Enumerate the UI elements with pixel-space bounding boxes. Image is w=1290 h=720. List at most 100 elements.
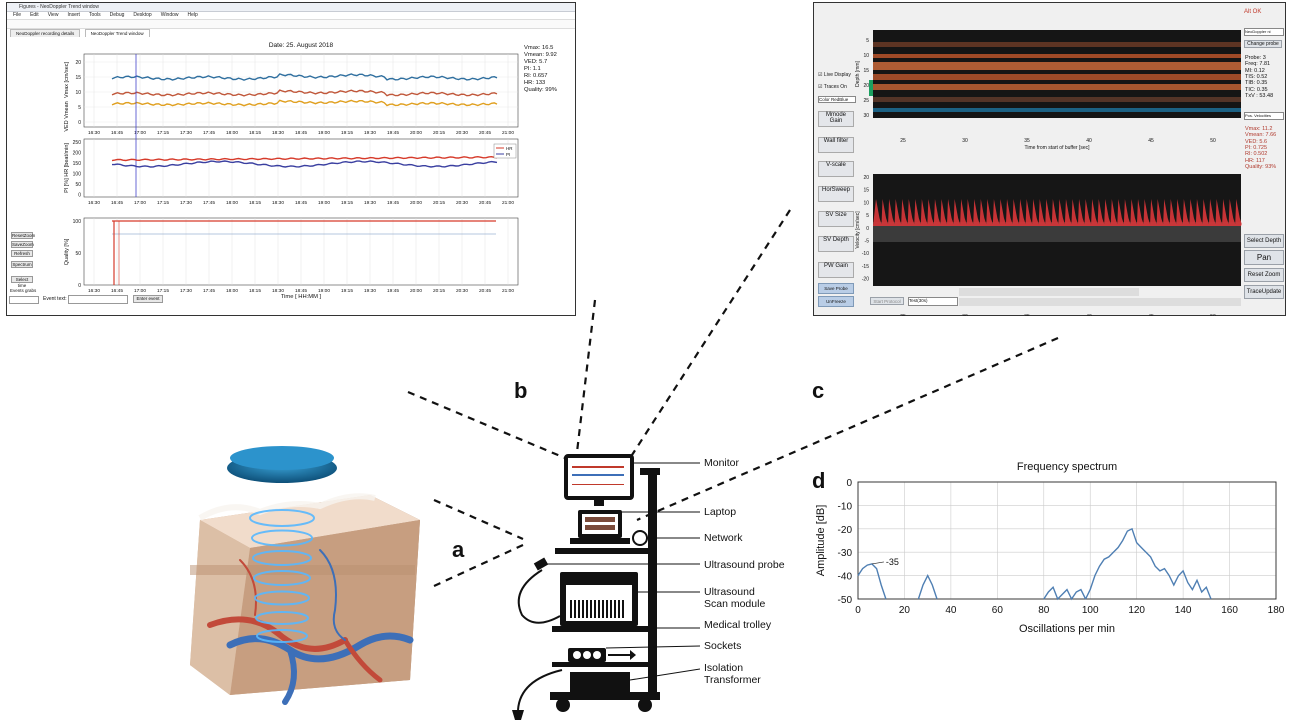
menu-item-debug[interactable]: Debug [109, 12, 125, 18]
time-axis-label: Time [ HH:MM ] [281, 294, 322, 300]
menu-item-help[interactable]: Help [187, 12, 198, 18]
time-tick-label: 17:30 [180, 130, 192, 136]
live-stat-line: PI: 0.725 [1245, 144, 1268, 151]
y-tick-label: -20 [838, 525, 853, 536]
time-tick-label: 20:30 [456, 288, 468, 294]
velocity-select[interactable]: Pos. Velocities [1244, 112, 1284, 120]
time-tick-label: 20:30 [456, 200, 468, 206]
control-unfreeze[interactable]: UnFreeze [818, 296, 854, 307]
event-text-input[interactable] [68, 295, 128, 304]
pan-button[interactable]: Pan [1244, 250, 1284, 265]
menu-item-insert[interactable]: Insert [67, 12, 80, 18]
enter-event-button[interactable]: Enter event [133, 295, 163, 303]
reset-zoom-button[interactable]: ResetZoom [11, 232, 36, 239]
time-tick-label: 17:00 [134, 200, 146, 206]
save-zoom-button[interactable]: SaveZoom [11, 241, 34, 248]
hr-pi-axis-label: PI [%] HR [beat/min] [64, 143, 70, 193]
callout-isolation-transformer: Isolation Transformer [704, 662, 761, 686]
control-horsweep[interactable]: HorSweep [818, 186, 854, 202]
x-tick-label: 25 [900, 314, 906, 316]
time-tick-label: 21:00 [502, 130, 514, 136]
control-traces-on[interactable]: ☑ Traces On [818, 84, 847, 90]
control-wall-filter[interactable]: Wall filter [818, 137, 854, 153]
live-doppler-views: 5 10 15 20 25 30 Depth [mm] 25 25 30 30 35 35 40 40 45 4… [855, 30, 1242, 316]
depth-axis-label: Depth [mm] [855, 60, 861, 86]
time-tick-label: 16:45 [111, 200, 123, 206]
spectrum-series-segment-3 [1084, 527, 1212, 600]
control-sv-size[interactable]: SV Size [818, 211, 854, 227]
control-mmode-gain[interactable]: Mmode Gain [818, 111, 854, 127]
change-probe-button[interactable]: Change probe [1244, 40, 1282, 48]
menu-item-tools[interactable]: Tools [88, 12, 101, 18]
time-tick-label: 16:30 [88, 200, 100, 206]
callout-laptop: Laptop [704, 506, 737, 518]
start-protocol-button[interactable]: Start Protocol [870, 297, 904, 305]
x-tick-label: 45 [1148, 314, 1154, 316]
control-pw-gain[interactable]: PW Gain [818, 262, 854, 278]
tab-recording-details[interactable]: NeoDoppler recording details [10, 29, 81, 37]
time-tick-label: 19:30 [364, 130, 376, 136]
events-grabs-label: Events grabs [10, 288, 37, 293]
legend-label: HR [506, 146, 513, 151]
x-tick-label: 120 [1128, 605, 1145, 616]
x-tick-label: 40 [1086, 138, 1092, 144]
time-tick-label: 17:30 [180, 288, 192, 294]
vmean-axis-label: Vmean [64, 101, 70, 118]
live-stat-line: Vmax: 11.2 [1245, 126, 1273, 132]
live-stat-line: VED: 5.6 [1245, 138, 1268, 145]
time-tick-label: 17:45 [203, 288, 215, 294]
time-tick-label: 17:15 [157, 288, 169, 294]
time-tick-label: 18:00 [226, 288, 238, 294]
control-color-redblue[interactable]: Color RedBlue [818, 96, 856, 103]
mmode-band [873, 42, 1241, 47]
reset-zoom-live-button[interactable]: Reset Zoom [1244, 268, 1284, 282]
mmode-band [873, 108, 1241, 112]
probe-info-line: Freq: 7.81 [1245, 61, 1271, 68]
refresh-button[interactable]: Refresh [11, 250, 33, 257]
events-select[interactable] [9, 296, 39, 304]
test-select[interactable]: Test(30s) [908, 297, 958, 306]
time-tick-label: 19:00 [318, 130, 330, 136]
trace-update-button[interactable]: TraceUpdate [1244, 285, 1284, 299]
mmode-x-axis-label: Time from start of buffer [sec] [1024, 145, 1090, 151]
mmode-band [873, 62, 1241, 70]
ved-axis-label: VED [64, 120, 70, 131]
toolbar [7, 20, 575, 29]
control-v-scale[interactable]: V-scale [818, 161, 854, 177]
probe-select[interactable]: NeoDoppler ni [1244, 28, 1284, 36]
plot-border [857, 481, 1277, 600]
menu-item-file[interactable]: File [13, 12, 22, 18]
spectrum-button[interactable]: Spectrum [11, 261, 33, 268]
y-tick-label: 0 [78, 120, 81, 126]
y-tick-label: -50 [838, 595, 853, 606]
time-tick-label: 17:45 [203, 130, 215, 136]
callout-monitor: Monitor [704, 457, 740, 469]
time-tick-label: 20:45 [479, 288, 491, 294]
time-tick-label: 19:30 [364, 200, 376, 206]
trend-series-1 [111, 89, 498, 97]
control-live-display[interactable]: ☑ Live Display [818, 72, 851, 78]
y-tick-label: 0 [846, 478, 852, 489]
time-tick-label: 16:30 [88, 130, 100, 136]
x-tick-label: 25 [900, 138, 906, 144]
select-time-button[interactable]: Select time [11, 276, 33, 288]
spectrum-series-segment-2 [1043, 586, 1087, 601]
control-sv-depth[interactable]: SV Depth [818, 236, 854, 252]
menu-item-desktop[interactable]: Desktop [133, 12, 152, 18]
time-tick-label: 21:00 [502, 200, 514, 206]
mmode-band [873, 74, 1241, 80]
menu-item-edit[interactable]: Edit [30, 12, 39, 18]
live-stat-line: HR: 117 [1245, 157, 1265, 164]
select-depth-button[interactable]: Select Depth [1244, 234, 1284, 248]
velocity-tick-label: 20 [863, 175, 869, 181]
tab-trend-window[interactable]: NeoDoppler Trend window [84, 29, 150, 37]
control-save-probe[interactable]: Save Probe [818, 283, 854, 294]
panel-label-a: a [452, 537, 465, 562]
menu-item-view[interactable]: View [47, 12, 59, 18]
velocity-tick-label: -15 [862, 264, 869, 270]
pw-baseline-noise [873, 222, 1241, 242]
trend-stat-line: VED: 5.7 [524, 59, 547, 65]
callout-network: Network [704, 532, 743, 544]
menu-item-window[interactable]: Window [160, 12, 179, 18]
time-tick-label: 20:00 [410, 288, 422, 294]
